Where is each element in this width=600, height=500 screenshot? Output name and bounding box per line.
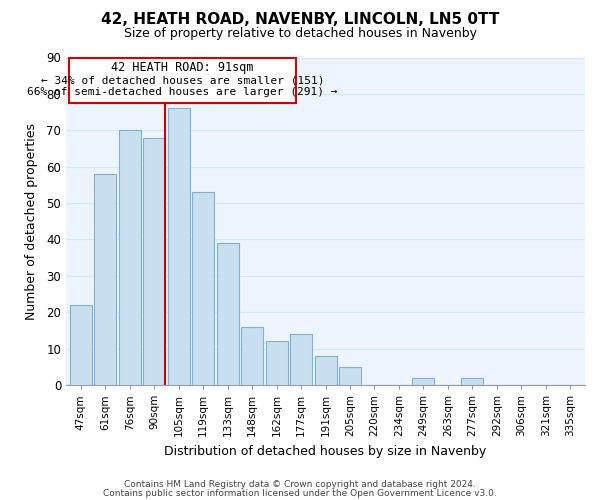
Bar: [143, 138, 165, 385]
Bar: [290, 334, 312, 385]
Text: Size of property relative to detached houses in Navenby: Size of property relative to detached ho…: [124, 28, 476, 40]
Text: Contains public sector information licensed under the Open Government Licence v3: Contains public sector information licen…: [103, 488, 497, 498]
Text: 42, HEATH ROAD, NAVENBY, LINCOLN, LN5 0TT: 42, HEATH ROAD, NAVENBY, LINCOLN, LN5 0T…: [101, 12, 499, 28]
Bar: [217, 243, 239, 385]
Bar: [314, 356, 337, 385]
Bar: [192, 192, 214, 385]
Text: 42 HEATH ROAD: 91sqm: 42 HEATH ROAD: 91sqm: [111, 61, 254, 74]
Text: Contains HM Land Registry data © Crown copyright and database right 2024.: Contains HM Land Registry data © Crown c…: [124, 480, 476, 489]
Bar: [339, 367, 361, 385]
Bar: [412, 378, 434, 385]
Bar: [241, 327, 263, 385]
Text: ← 34% of detached houses are smaller (151): ← 34% of detached houses are smaller (15…: [41, 75, 324, 85]
Y-axis label: Number of detached properties: Number of detached properties: [25, 123, 38, 320]
Text: 66% of semi-detached houses are larger (291) →: 66% of semi-detached houses are larger (…: [27, 87, 338, 97]
Bar: [266, 342, 287, 385]
Bar: [119, 130, 141, 385]
Bar: [461, 378, 484, 385]
Bar: [70, 305, 92, 385]
Bar: [94, 174, 116, 385]
Bar: [167, 108, 190, 385]
FancyBboxPatch shape: [68, 58, 296, 103]
X-axis label: Distribution of detached houses by size in Navenby: Distribution of detached houses by size …: [164, 444, 487, 458]
